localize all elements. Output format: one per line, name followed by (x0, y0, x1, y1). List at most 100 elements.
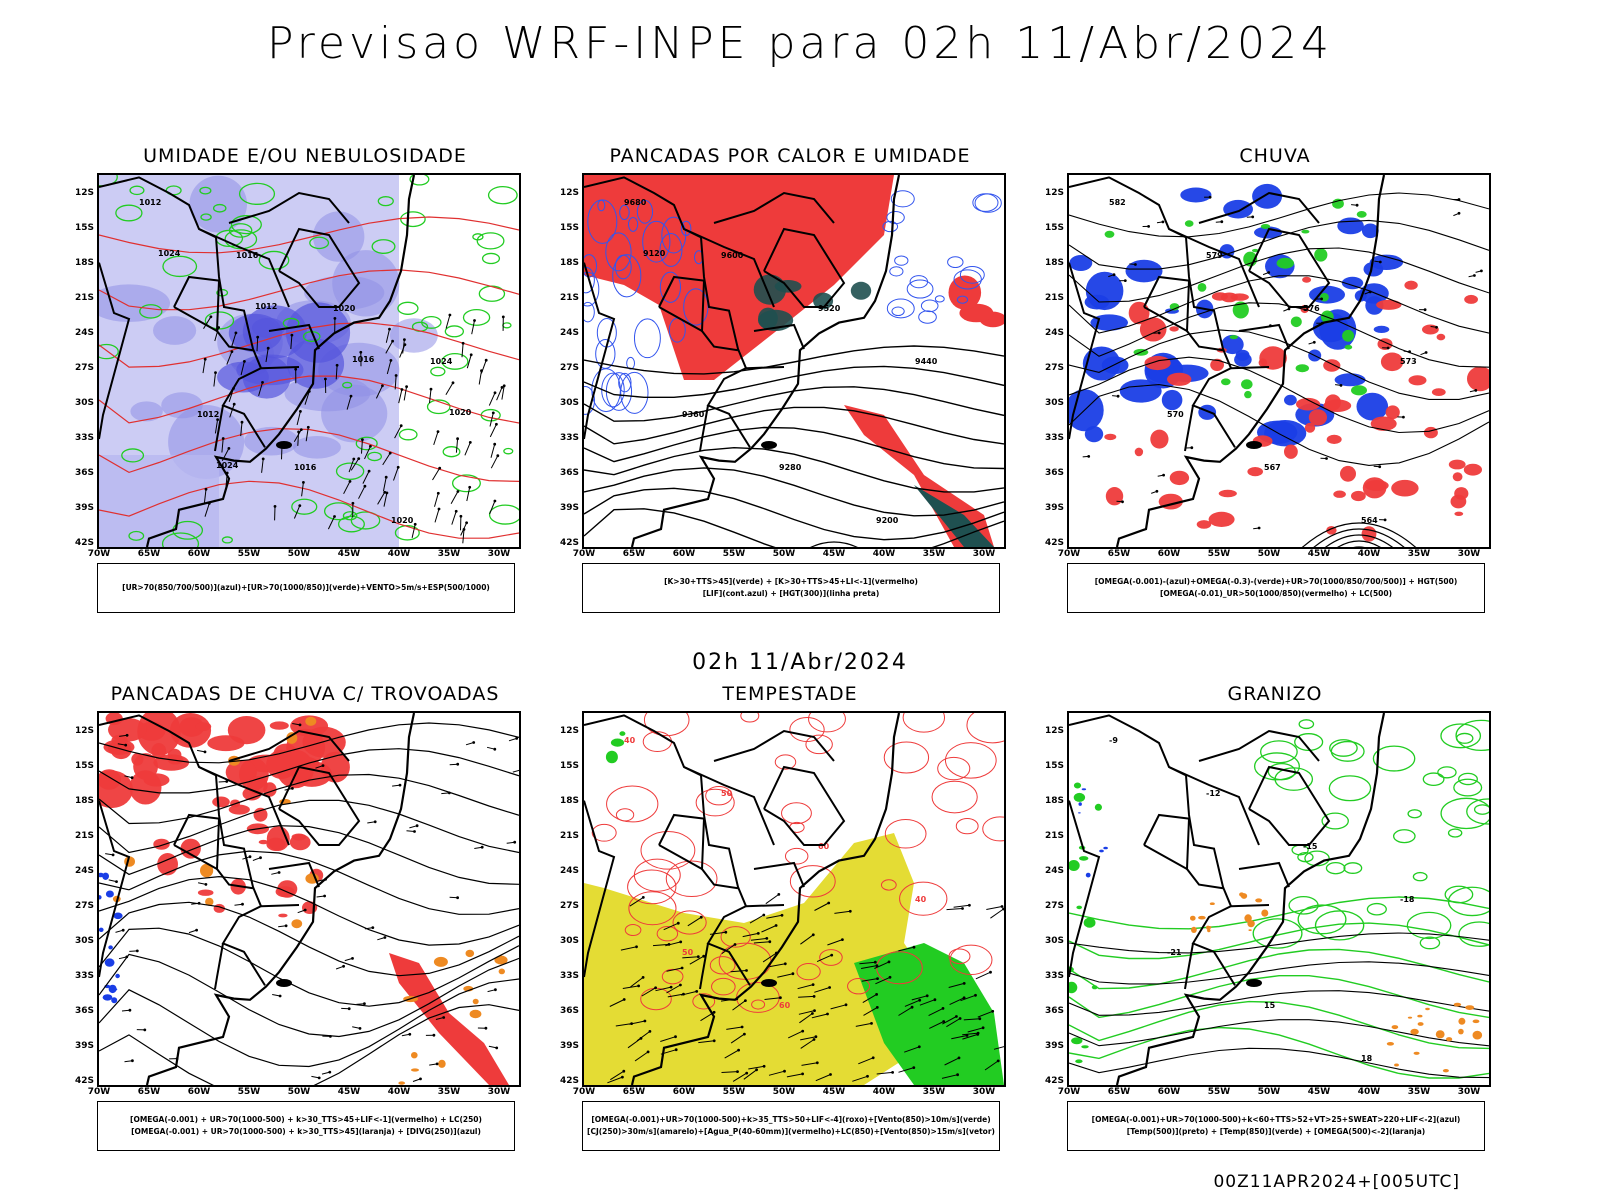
wind-arrowhead (363, 1002, 366, 1006)
precip-blob (1435, 1030, 1445, 1039)
contour-line (99, 927, 519, 1007)
humidity-contour (487, 185, 518, 205)
wind-arrowhead (826, 1012, 829, 1016)
lif-contour (627, 216, 639, 232)
precip-blob (472, 998, 479, 1005)
wind-arrowhead (635, 945, 638, 949)
contour-line (1313, 528, 1405, 547)
lat-tick-label: 21S (1044, 831, 1064, 841)
wind-vector (874, 961, 890, 969)
wind-arrowhead (1480, 269, 1483, 273)
humidity-contour (430, 366, 446, 377)
political-border (658, 844, 703, 870)
precip-blob (1144, 355, 1171, 371)
humidity-contour (367, 451, 383, 462)
contour-label: 9520 (818, 304, 841, 313)
panel-legend: [OMEGA(-0.001) + UR>70(1000-500) + k>30_… (97, 1101, 515, 1151)
wind-arrowhead (125, 733, 129, 737)
precip-blob (1180, 187, 1212, 203)
wind-vector (953, 904, 970, 908)
lif-contour (587, 199, 618, 244)
contour-line (99, 875, 519, 946)
wind-vector (663, 922, 679, 931)
wind-vector (777, 973, 794, 978)
pw-contour (656, 926, 679, 942)
humidity-contour (230, 215, 262, 235)
political-border (1238, 861, 1290, 888)
wind-vector (948, 982, 965, 988)
wind-vector (382, 452, 391, 466)
precip-blob (258, 839, 269, 845)
precip-blob (1386, 1042, 1394, 1046)
wind-arrowhead (1257, 526, 1261, 530)
political-border (228, 729, 350, 762)
lif-contour (947, 256, 964, 269)
wind-vector (875, 976, 891, 985)
wind-vector (834, 910, 851, 914)
pw-contour (955, 817, 979, 835)
wind-arrowhead (1402, 415, 1405, 419)
wind-vector (962, 1032, 979, 1036)
pw-contour (931, 780, 978, 814)
wind-arrowhead (654, 986, 657, 990)
wind-arrowhead (209, 315, 213, 319)
lat-tick-label: 33S (74, 433, 94, 443)
panel-title: TEMPESTADE (722, 683, 858, 705)
contour-line (584, 406, 1004, 445)
wind-arrowhead (1134, 263, 1137, 266)
wind-vector (855, 1022, 872, 1027)
temp850-contour (1422, 772, 1445, 787)
wind-arrowhead (369, 444, 372, 448)
lat-tick-label: 33S (1044, 433, 1064, 443)
humidity-contour (371, 239, 396, 254)
wind-arrowhead (827, 901, 831, 905)
precip-blob (1410, 1028, 1419, 1035)
precip-blob (1099, 849, 1104, 853)
map-canvas: 582 579 576 573 570 567 564 (1069, 175, 1489, 547)
precip-blob (1452, 472, 1463, 482)
wind-vector (620, 946, 637, 951)
precip-blob (1255, 898, 1263, 903)
precip-blob (1467, 366, 1489, 392)
contour-label: 40 (624, 736, 636, 745)
contour-label: 1012 (139, 198, 161, 207)
political-border (260, 366, 300, 370)
lon-tick-label: 50W (772, 1087, 796, 1097)
lon-tick-label: 45W (337, 549, 361, 559)
precip-blob (1454, 511, 1464, 516)
humidity-contour (161, 532, 200, 547)
valid-time-label: 02h 11/Abr/2024 (692, 650, 908, 675)
contour-label: 60 (779, 1001, 791, 1010)
political-border (278, 765, 361, 846)
pw-contour (751, 999, 766, 1010)
political-border (1185, 280, 1224, 352)
precip-blob (1356, 392, 1389, 421)
wind-vector (904, 1046, 920, 1053)
pw-contour (789, 717, 825, 743)
wind-vector (471, 320, 475, 335)
wind-arrowhead (465, 521, 468, 525)
precip-blob (1472, 1019, 1480, 1024)
precip-blob (1206, 925, 1210, 930)
precip-blob (1417, 1022, 1424, 1026)
lon-tick-label: 40W (872, 1087, 896, 1097)
wind-arrowhead (1002, 907, 1004, 911)
wind-vector (787, 1030, 803, 1039)
lif-contour (956, 295, 969, 304)
wind-vector (732, 1000, 746, 1011)
precip-blob (1351, 385, 1367, 396)
wind-arrowhead (435, 1062, 439, 1066)
wind-vector (297, 431, 300, 446)
precip-blob (850, 281, 872, 300)
political-border (1184, 943, 1194, 990)
precip-blob (1104, 230, 1115, 238)
lat-tick-label: 27S (559, 363, 579, 373)
precip-blob (1244, 914, 1252, 923)
wind-arrowhead (848, 909, 852, 913)
humidity-contour (129, 185, 145, 196)
political-border (1069, 176, 1236, 448)
humidity-contour (291, 498, 318, 515)
precip-blob (1423, 426, 1438, 439)
wind-vector (609, 999, 625, 1007)
precip-blob (205, 897, 214, 906)
